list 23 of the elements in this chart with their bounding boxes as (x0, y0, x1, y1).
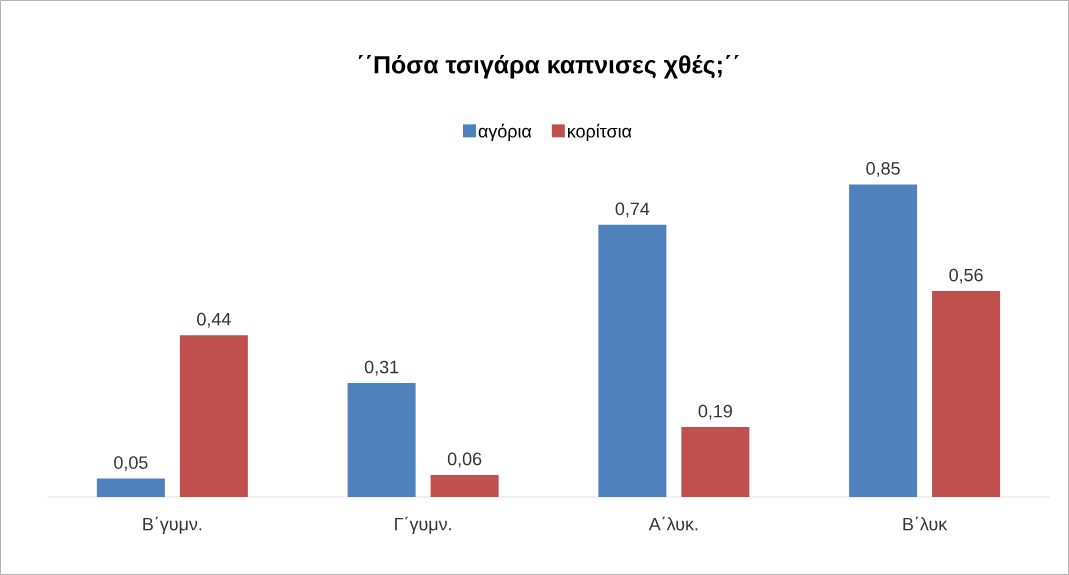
data-label: 0,56 (949, 268, 983, 284)
bar (430, 474, 499, 497)
bar (598, 224, 667, 497)
data-label: 0,44 (197, 312, 231, 328)
x-tick-label: Γ΄γυμν. (395, 516, 451, 534)
bar (932, 291, 1001, 497)
data-label: 0,74 (615, 202, 650, 218)
bar (681, 427, 750, 497)
data-label: 0,85 (866, 162, 900, 177)
data-label: 0,19 (698, 404, 732, 420)
bar (347, 382, 416, 497)
chart-title: ΄΄Πόσα τσιγάρα καπνισες χθές;΄΄ (358, 54, 739, 79)
data-label: 0,31 (364, 360, 399, 376)
x-tick-label: Β΄γυμν. (143, 516, 202, 534)
legend-label: αγόρια (478, 123, 532, 142)
legend-label: κορίτσια (568, 123, 632, 142)
bar (179, 335, 248, 497)
bar (96, 478, 165, 497)
x-tick-label: Β΄λυκ (903, 516, 948, 531)
data-label: 0,06 (447, 452, 482, 468)
data-label: 0,05 (114, 456, 148, 472)
x-tick-label: Α΄λυκ. (648, 516, 698, 531)
bar (849, 184, 918, 497)
